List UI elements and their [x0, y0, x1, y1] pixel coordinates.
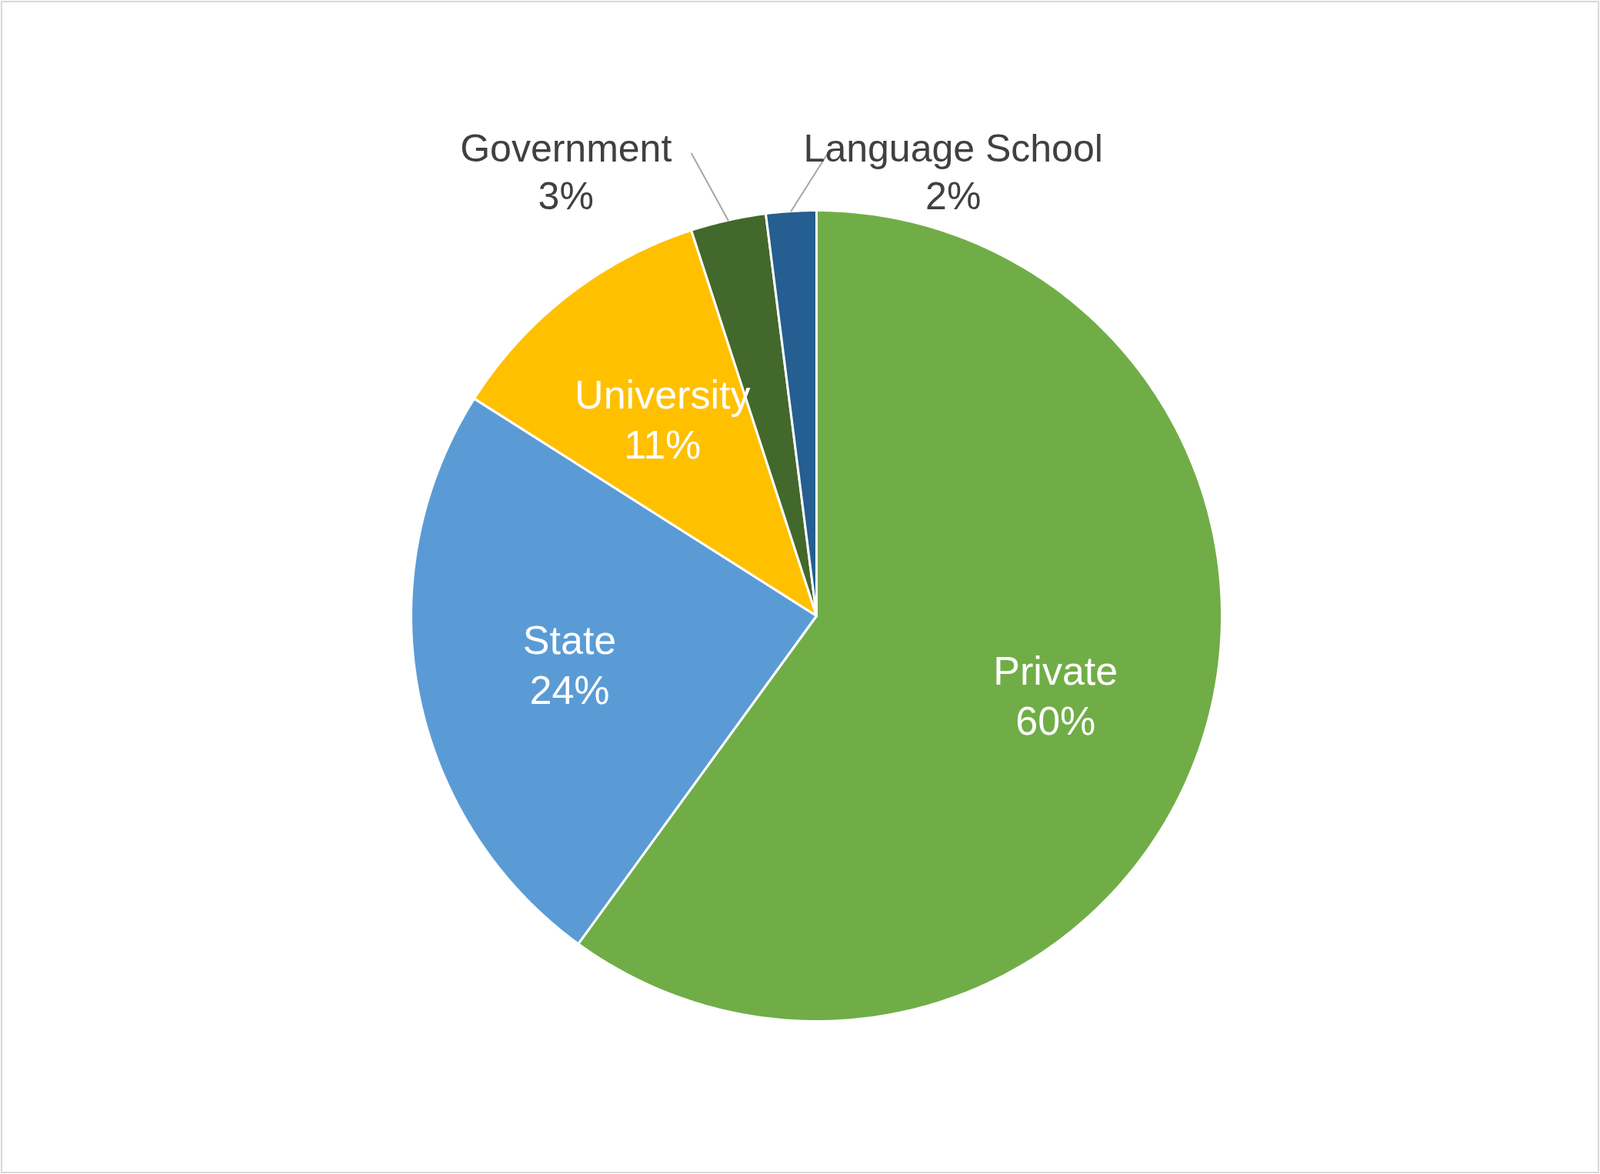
- svg-text:Private60%: Private60%: [993, 648, 1118, 744]
- svg-text:Government3%: Government3%: [460, 126, 672, 218]
- svg-text:Language School2%: Language School2%: [803, 126, 1104, 218]
- svg-text:State24%: State24%: [523, 617, 617, 713]
- svg-text:University11%: University11%: [574, 372, 750, 467]
